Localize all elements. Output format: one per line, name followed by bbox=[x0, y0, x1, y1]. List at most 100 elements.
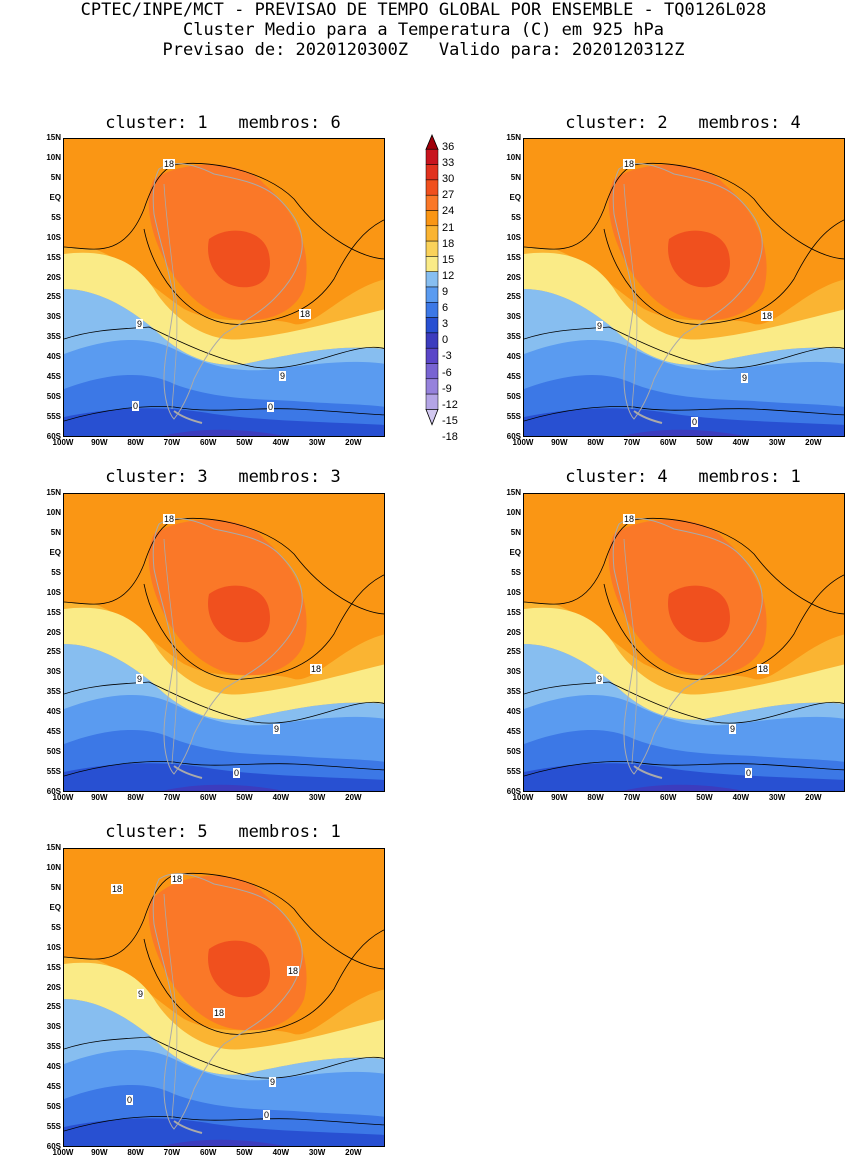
lat-tick-label: 15S bbox=[46, 252, 61, 262]
contour-label: 9 bbox=[596, 321, 604, 331]
lat-tick-label: 40S bbox=[46, 1062, 61, 1072]
continent-outline bbox=[152, 873, 303, 1130]
colorbar-label: 3 bbox=[442, 318, 449, 331]
lon-tick-label: 70W bbox=[163, 1148, 181, 1157]
colorbar-segment bbox=[425, 210, 439, 227]
contour-label: 0 bbox=[745, 768, 753, 778]
contour-label: 9 bbox=[136, 674, 144, 684]
hot-core bbox=[208, 940, 270, 998]
lat-tick-label: 15S bbox=[506, 252, 521, 262]
lat-tick-label: 55S bbox=[46, 1122, 61, 1132]
lon-tick-label: 20W bbox=[805, 438, 822, 447]
colorbar-segment bbox=[425, 194, 439, 211]
lat-tick-label: 45S bbox=[506, 727, 521, 737]
violet-band bbox=[622, 429, 745, 436]
lat-tick-label: 20S bbox=[46, 272, 61, 282]
contour-label: 18 bbox=[163, 159, 176, 169]
colorbar-label: 15 bbox=[442, 253, 455, 266]
panel-title-3: cluster: 3 membros: 3 bbox=[105, 467, 341, 487]
contour-9 bbox=[64, 681, 384, 724]
lon-tick-label: 20W bbox=[345, 438, 362, 447]
contour-0 bbox=[524, 406, 844, 422]
contour-9 bbox=[524, 681, 844, 724]
hot-core bbox=[208, 230, 270, 288]
lat-tick-label: 5N bbox=[50, 172, 61, 182]
lat-tick-label: 20S bbox=[46, 982, 61, 992]
colorbar-label: 36 bbox=[442, 141, 455, 153]
contour-label: 18 bbox=[623, 514, 636, 524]
colorbar-label: 12 bbox=[442, 269, 455, 282]
contour-0 bbox=[64, 761, 384, 777]
map-panel-1 bbox=[63, 138, 385, 437]
lat-tick-label: 10N bbox=[506, 152, 521, 162]
lat-tick-label: 45S bbox=[46, 727, 61, 737]
hot-core bbox=[668, 230, 730, 288]
tierra-del-fuego bbox=[173, 765, 203, 779]
lon-tick-label: 60W bbox=[199, 438, 217, 447]
temperature-map-svg bbox=[524, 139, 844, 436]
contour-label: 9 bbox=[279, 371, 287, 381]
lat-tick-label: 5S bbox=[511, 567, 521, 577]
dark-blue-band bbox=[64, 408, 384, 436]
colorbar-segment bbox=[425, 393, 439, 410]
header-line-2: Cluster Medio para a Temperatura (C) em … bbox=[182, 20, 665, 40]
lon-tick-label: 60W bbox=[199, 793, 217, 802]
continent-outline bbox=[612, 163, 763, 420]
map-panel-4 bbox=[523, 493, 845, 792]
colorbar-label: -9 bbox=[442, 382, 452, 395]
lat-tick-label: 45S bbox=[506, 372, 521, 382]
lat-tick-label: 20S bbox=[506, 627, 521, 637]
violet-band bbox=[162, 784, 285, 791]
lat-tick-label: 35S bbox=[46, 687, 61, 697]
lat-tick-label: 5S bbox=[51, 922, 61, 932]
lat-tick-label: EQ bbox=[49, 192, 61, 202]
lon-tick-label: 20W bbox=[345, 793, 362, 802]
temperature-map-svg bbox=[524, 494, 844, 791]
lon-tick-label: 90W bbox=[551, 438, 568, 447]
lat-tick-label: 50S bbox=[46, 392, 61, 402]
andes-line bbox=[623, 538, 638, 765]
lon-tick-label: 80W bbox=[127, 1148, 144, 1157]
lon-tick-label: 70W bbox=[623, 793, 641, 802]
panel-title-5: cluster: 5 membros: 1 bbox=[105, 822, 341, 842]
lat-tick-label: 30S bbox=[506, 667, 521, 677]
lat-tick-label: 40S bbox=[46, 352, 61, 362]
lon-tick-label: 100W bbox=[512, 793, 534, 802]
hot-core bbox=[668, 585, 730, 643]
lat-tick-label: 10N bbox=[46, 862, 61, 872]
panel-title-4: cluster: 4 membros: 1 bbox=[565, 467, 801, 487]
lat-tick-label: 10S bbox=[46, 587, 61, 597]
colorbar-svg bbox=[425, 134, 439, 426]
andes-line bbox=[163, 538, 178, 765]
lon-tick-label: 30W bbox=[768, 793, 786, 802]
lon-tick-label: 40W bbox=[732, 438, 750, 447]
lon-tick-label: 80W bbox=[587, 438, 604, 447]
lon-tick-label: 90W bbox=[91, 793, 108, 802]
colorbar-label: -18 bbox=[442, 431, 458, 443]
lat-tick-label: 60S bbox=[46, 787, 61, 796]
lat-tick-label: 40S bbox=[506, 352, 521, 362]
lon-tick-label: 60W bbox=[659, 438, 677, 447]
lat-tick-label: 5S bbox=[51, 212, 61, 222]
lon-tick-label: 50W bbox=[696, 793, 713, 802]
colorbar-bottom-arrow bbox=[425, 408, 439, 426]
dark-blue-band bbox=[524, 763, 844, 791]
lon-tick-label: 60W bbox=[659, 793, 677, 802]
map-panel-3 bbox=[63, 493, 385, 792]
lon-tick-label: 50W bbox=[696, 438, 713, 447]
lat-tick-label: 55S bbox=[46, 412, 61, 422]
lat-tick-label: 10S bbox=[46, 942, 61, 952]
contour-label: 0 bbox=[267, 402, 275, 412]
lat-tick-label: 5N bbox=[510, 527, 521, 537]
lon-tick-label: 30W bbox=[308, 438, 326, 447]
andes-line bbox=[623, 183, 638, 410]
colorbar-label: 0 bbox=[442, 334, 449, 347]
lon-tick-label: 90W bbox=[551, 793, 568, 802]
colorbar-segment bbox=[425, 240, 439, 257]
lat-tick-label: 50S bbox=[506, 747, 521, 757]
colorbar-segment bbox=[425, 363, 439, 380]
contour-label: 9 bbox=[596, 674, 604, 684]
lon-tick-label: 40W bbox=[272, 1148, 290, 1157]
contour-label: 0 bbox=[263, 1110, 271, 1120]
colorbar-segment bbox=[425, 149, 439, 165]
